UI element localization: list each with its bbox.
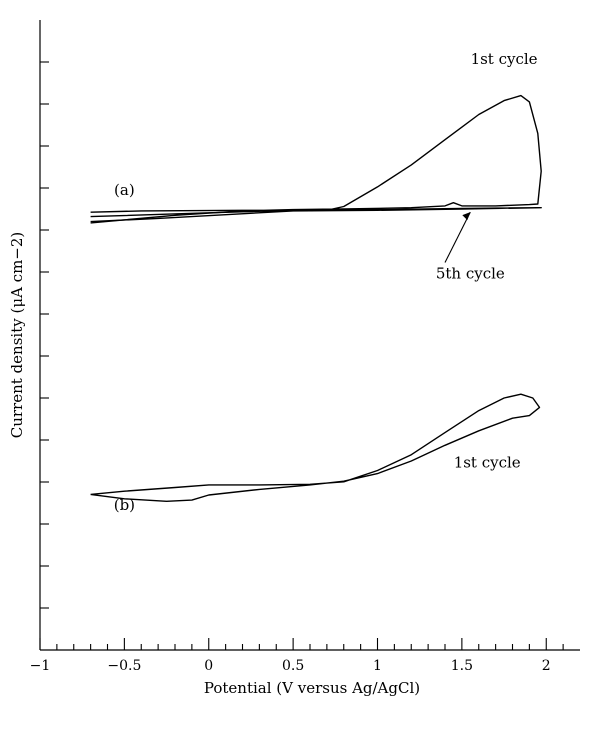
annotation-label: 5th cycle bbox=[436, 264, 505, 282]
curve-b-1st-cycle bbox=[90, 393, 541, 502]
panel-label: (b) bbox=[114, 496, 135, 514]
x-tick-label: 2 bbox=[542, 658, 551, 674]
x-tick-label: −0.5 bbox=[107, 658, 141, 674]
x-tick-label: 0.5 bbox=[282, 658, 304, 674]
x-tick-label: 1.5 bbox=[451, 658, 473, 674]
x-tick-label: 1 bbox=[373, 658, 382, 674]
plot-frame bbox=[39, 20, 580, 651]
x-tick-label: 0 bbox=[204, 658, 213, 674]
arrow-head bbox=[462, 212, 471, 221]
curves bbox=[90, 94, 542, 502]
x-ticks: −1 −0.5 0 0.5 1 1.5 2 bbox=[30, 638, 564, 674]
y-axis-label: Current density (μA cm−2) bbox=[8, 232, 26, 439]
annotation-label: 1st cycle bbox=[471, 50, 538, 68]
curve-a-5th-cycle bbox=[90, 206, 542, 223]
arrow-shaft bbox=[444, 211, 471, 263]
x-tick-label: −1 bbox=[30, 658, 51, 674]
y-ticks bbox=[40, 61, 49, 609]
panel-label: (a) bbox=[114, 181, 135, 199]
annotation-label: 1st cycle bbox=[454, 453, 521, 471]
curve-a-1st-cycle bbox=[90, 94, 542, 224]
labels: (a) (b) 1st cycle 5th cycle 1st cycle bbox=[114, 50, 538, 514]
x-axis-label: Potential (V versus Ag/AgCl) bbox=[204, 679, 420, 697]
